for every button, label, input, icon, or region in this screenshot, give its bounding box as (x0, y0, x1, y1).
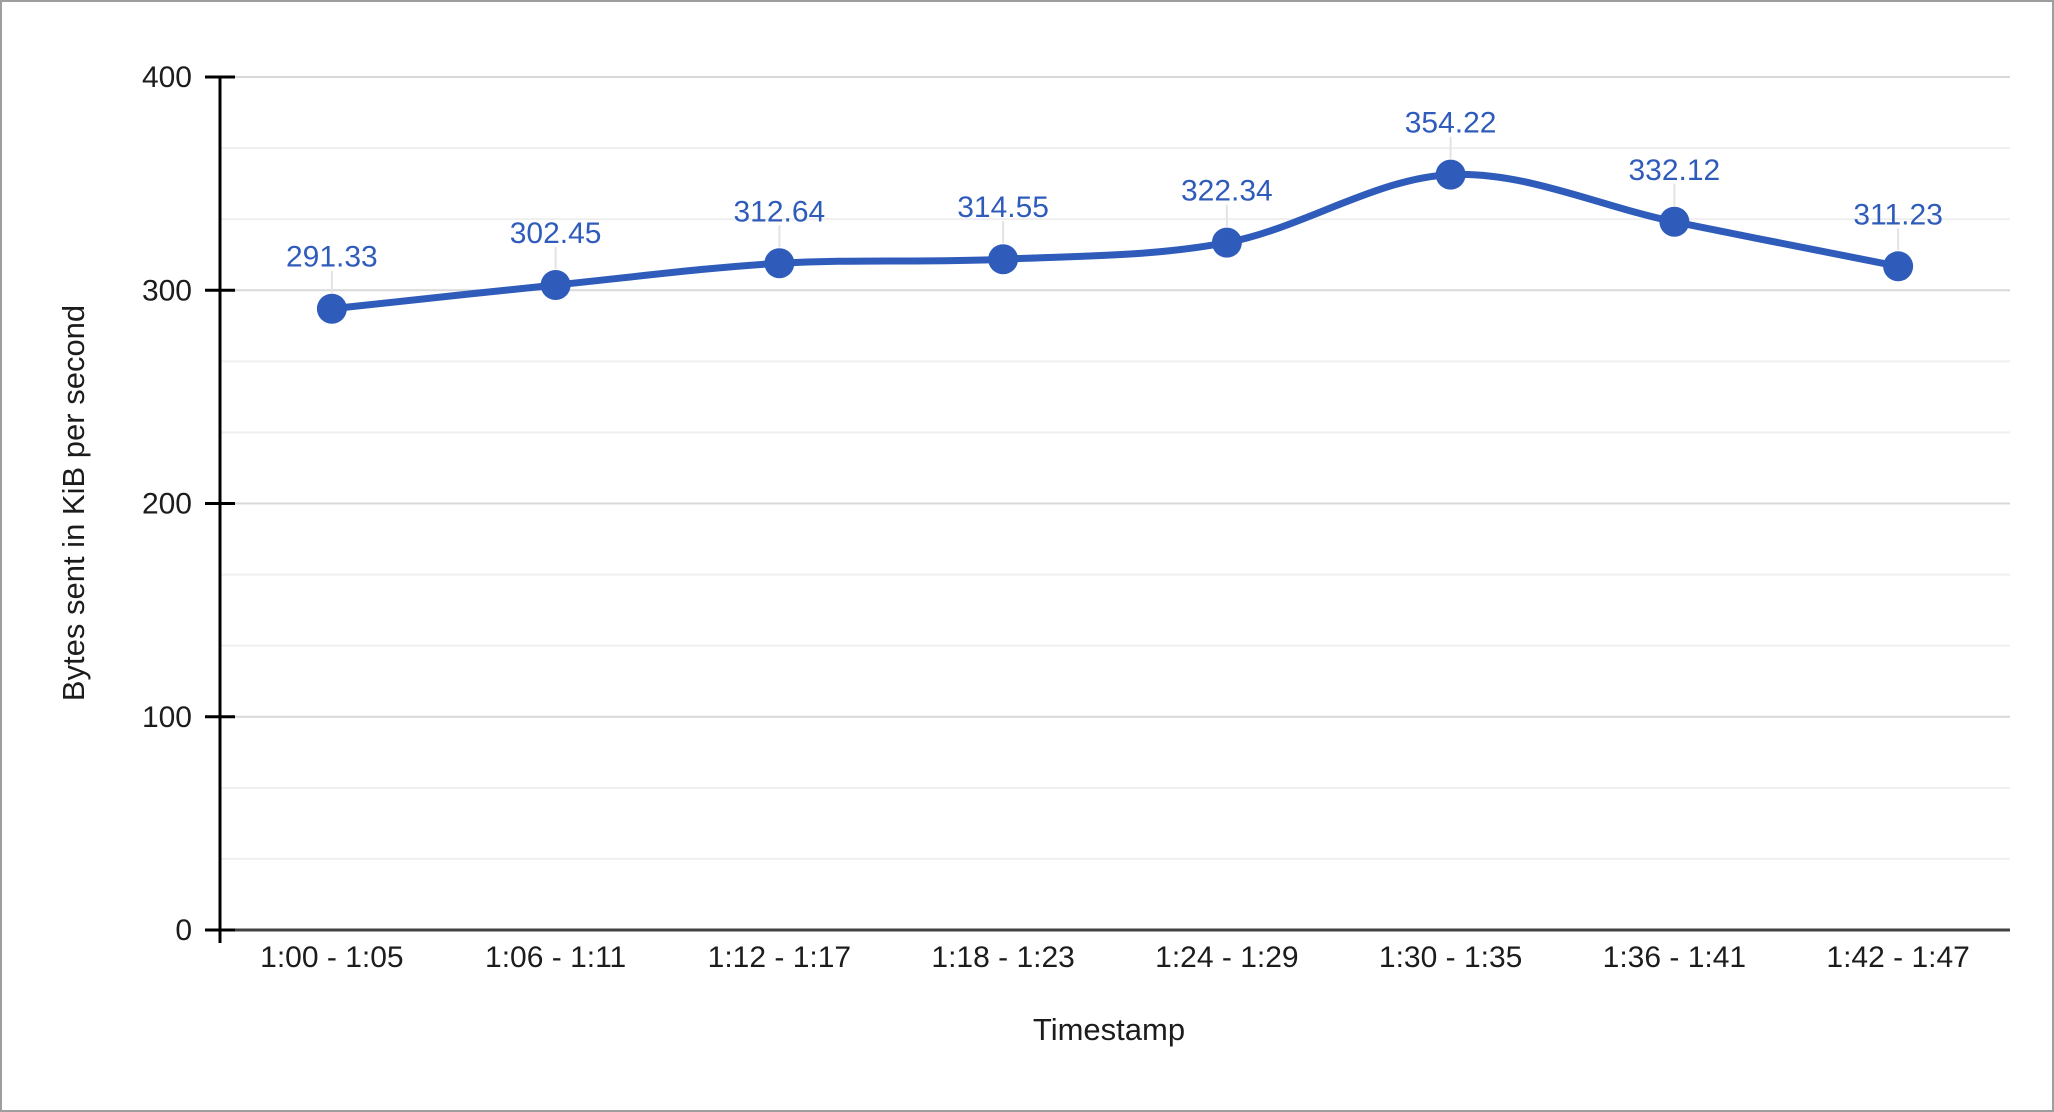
data-point-label: 291.33 (286, 241, 378, 274)
x-tick-label: 1:18 - 1:23 (931, 941, 1074, 974)
x-tick-label: 1:42 - 1:47 (1826, 941, 1969, 974)
x-tick-label: 1:24 - 1:29 (1155, 941, 1298, 974)
x-tick-label: 1:00 - 1:05 (260, 941, 403, 974)
data-point-marker[interactable] (1659, 206, 1690, 237)
data-point-marker[interactable] (988, 244, 1019, 275)
x-tick-label: 1:12 - 1:17 (708, 941, 851, 974)
data-point-label: 302.45 (510, 217, 602, 250)
y-tick-label: 100 (142, 701, 192, 734)
series-line (328, 170, 1902, 313)
data-point-label: 311.23 (1853, 198, 1943, 231)
data-point-marker[interactable] (1211, 227, 1242, 258)
x-tick-label: 1:30 - 1:35 (1379, 941, 1522, 974)
data-point-marker[interactable] (764, 248, 795, 279)
y-tick-label: 300 (142, 274, 192, 307)
data-point-marker[interactable] (316, 293, 347, 324)
data-point-marker[interactable] (1435, 159, 1466, 190)
data-point-label: 354.22 (1405, 107, 1497, 140)
x-tick-label: 1:36 - 1:41 (1603, 941, 1746, 974)
y-axis-title: Bytes sent in KiB per second (56, 304, 91, 702)
data-point-label: 322.34 (1181, 175, 1273, 208)
data-point-label: 332.12 (1628, 154, 1720, 187)
data-point-marker[interactable] (540, 270, 571, 301)
x-axis-title: Timestamp (1032, 1012, 1186, 1047)
y-tick-label: 0 (175, 914, 192, 947)
y-tick-label: 200 (142, 488, 192, 521)
x-tick-label: 1:06 - 1:11 (485, 941, 626, 974)
data-point-label: 312.64 (733, 195, 825, 228)
y-tick-label: 400 (142, 61, 192, 94)
data-point-label: 314.55 (957, 191, 1049, 224)
data-point-marker[interactable] (1883, 251, 1914, 282)
